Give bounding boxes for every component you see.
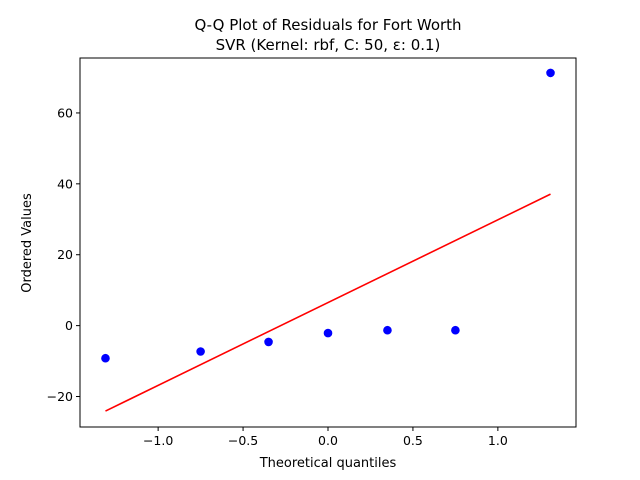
chart-subtitle: SVR (Kernel: rbf, C: 50, ε: 0.1) bbox=[216, 36, 441, 54]
data-point bbox=[546, 68, 555, 78]
plot-area: −1.0 −0.5 0.0 0.5 1.0 −20 0 20 40 60 bbox=[47, 57, 577, 448]
y-tick-label: −20 bbox=[47, 389, 73, 404]
x-tick-label: −1.0 bbox=[143, 433, 173, 448]
x-tick-label: −0.5 bbox=[228, 433, 258, 448]
data-point bbox=[264, 337, 273, 347]
x-tick-label: 1.0 bbox=[488, 433, 508, 448]
chart-title: Q-Q Plot of Residuals for Fort Worth bbox=[194, 16, 461, 34]
x-axis-label: Theoretical quantiles bbox=[259, 456, 397, 471]
y-tick-label: 60 bbox=[57, 105, 73, 120]
data-point bbox=[383, 325, 392, 335]
y-axis-label: Ordered Values bbox=[20, 193, 35, 293]
data-point bbox=[451, 325, 460, 335]
y-tick-label: 40 bbox=[57, 176, 73, 191]
x-tick-label: 0.0 bbox=[318, 433, 338, 448]
data-point bbox=[196, 347, 205, 356]
x-tick-label: 0.5 bbox=[403, 433, 423, 448]
y-tick-label: 20 bbox=[57, 247, 73, 262]
reference-line bbox=[105, 193, 551, 412]
data-point bbox=[101, 353, 110, 363]
data-point bbox=[323, 328, 333, 338]
y-tick-label: 0 bbox=[65, 318, 73, 333]
